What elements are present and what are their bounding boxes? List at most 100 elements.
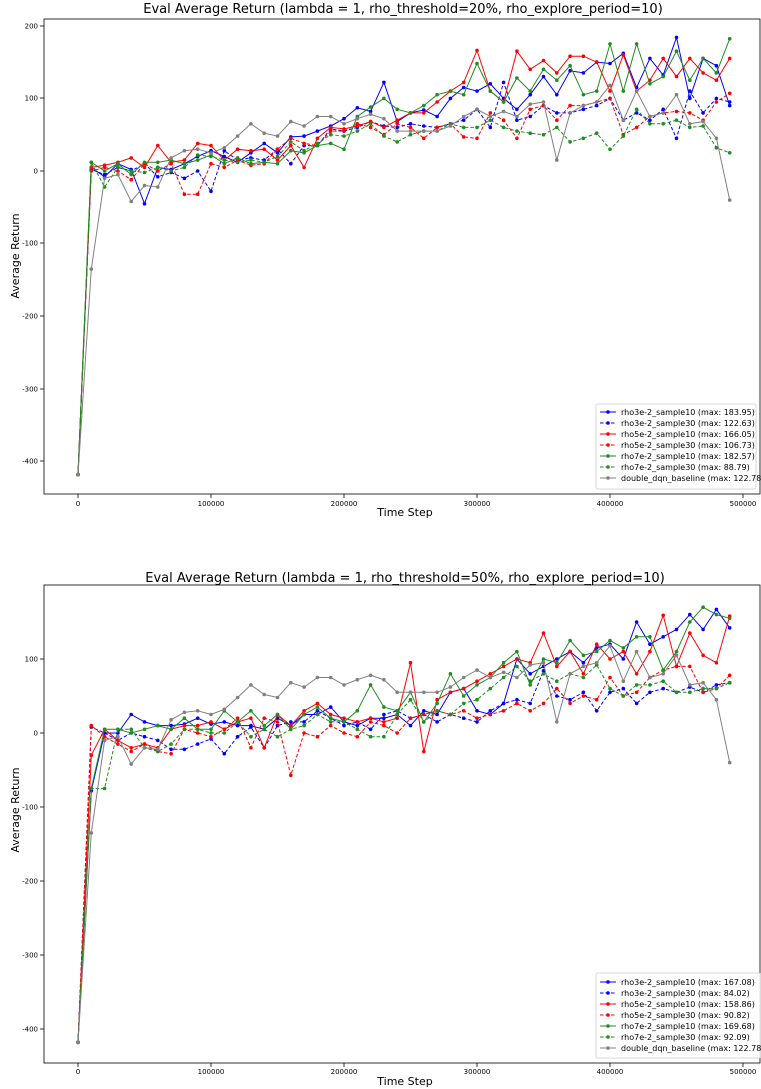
data-point xyxy=(195,709,200,713)
data-point xyxy=(581,660,586,665)
legend-marker-swatch xyxy=(606,1024,610,1028)
data-point xyxy=(661,56,665,61)
data-point xyxy=(701,605,705,609)
data-point xyxy=(395,709,400,713)
data-point xyxy=(475,716,479,720)
data-point xyxy=(701,119,705,124)
data-point xyxy=(382,677,386,682)
data-point xyxy=(368,109,373,114)
data-point xyxy=(382,723,386,728)
data-point xyxy=(302,712,306,717)
data-point xyxy=(555,720,559,724)
chart-1-x-tick-label: 300000 xyxy=(464,500,491,508)
chart-1-x-ticks: 0 100000 200000 300000 400000 500000 xyxy=(76,494,756,508)
data-point xyxy=(235,734,240,739)
data-point xyxy=(302,141,306,146)
data-point xyxy=(289,119,293,124)
chart-2-y-tick-label: 0 xyxy=(34,730,38,738)
data-point xyxy=(182,727,187,732)
data-point xyxy=(515,76,519,80)
data-point xyxy=(169,723,173,728)
data-point xyxy=(555,78,559,82)
data-point xyxy=(422,111,426,115)
data-point xyxy=(142,201,147,206)
data-point xyxy=(315,136,320,141)
data-point xyxy=(289,773,293,777)
data-point xyxy=(488,114,493,119)
data-point xyxy=(129,156,133,160)
data-point xyxy=(169,717,173,722)
data-point xyxy=(621,686,626,691)
data-point xyxy=(342,683,346,687)
data-point xyxy=(368,734,373,739)
data-point xyxy=(368,112,373,117)
data-point xyxy=(594,60,599,64)
data-point xyxy=(568,649,572,654)
data-point xyxy=(621,89,626,93)
data-point xyxy=(142,734,147,739)
data-point xyxy=(289,680,293,685)
data-point xyxy=(408,660,413,665)
data-point xyxy=(674,35,679,40)
data-point xyxy=(727,673,732,678)
data-point xyxy=(342,129,346,133)
data-point xyxy=(674,649,679,654)
data-point xyxy=(395,690,400,695)
data-point xyxy=(262,746,267,750)
data-point xyxy=(608,89,612,93)
data-point xyxy=(594,103,599,108)
data-point xyxy=(408,690,413,695)
data-point xyxy=(328,716,333,720)
data-point xyxy=(249,148,253,153)
data-point xyxy=(315,675,320,680)
data-point xyxy=(688,690,692,695)
data-point xyxy=(475,683,479,687)
data-point xyxy=(129,712,133,717)
data-point xyxy=(688,56,692,61)
data-point xyxy=(608,147,612,151)
chart-2-x-tick-label: 300000 xyxy=(464,1068,491,1076)
data-point xyxy=(249,158,253,162)
legend-label: rho3e-2_sample30 (max: 122.63) xyxy=(621,419,755,428)
data-point xyxy=(182,161,187,166)
data-point xyxy=(674,74,679,79)
data-point xyxy=(209,727,213,732)
chart-2-x-axis-title: Time Step xyxy=(376,1075,432,1088)
data-point xyxy=(422,108,426,112)
data-point xyxy=(116,161,120,166)
data-point xyxy=(594,89,599,93)
data-point xyxy=(235,156,240,160)
legend-marker-swatch xyxy=(606,432,610,436)
data-point xyxy=(275,712,280,717)
data-point xyxy=(156,143,160,148)
chart-2: Eval Average Return (lambda = 1, rho_thr… xyxy=(9,571,761,1088)
data-point xyxy=(608,690,612,695)
data-point xyxy=(302,731,306,735)
chart-2-x-tick-label: 0 xyxy=(76,1068,80,1076)
data-point xyxy=(355,106,360,110)
data-point xyxy=(515,701,519,706)
chart-2-y-tick-label: -400 xyxy=(22,1026,38,1034)
data-point xyxy=(395,129,400,133)
data-point xyxy=(714,683,719,687)
legend-marker-swatch xyxy=(606,980,610,984)
data-point xyxy=(714,63,719,68)
data-point xyxy=(701,627,705,632)
data-point xyxy=(648,114,652,119)
legend-label: rho5e-2_sample30 (max: 90.82) xyxy=(621,1011,750,1020)
legend-entry: rho3e-2_sample30 (max: 84.02) xyxy=(600,989,750,998)
data-point xyxy=(435,690,439,695)
data-point xyxy=(501,125,506,130)
data-point xyxy=(209,143,213,148)
data-point xyxy=(661,668,665,672)
data-point xyxy=(249,122,253,126)
data-point xyxy=(222,707,227,712)
data-point xyxy=(688,612,692,617)
legend-entry: rho5e-2_sample30 (max: 106.73) xyxy=(600,441,755,450)
series-line xyxy=(77,38,731,475)
data-point xyxy=(701,71,705,75)
data-point xyxy=(727,100,732,104)
data-point xyxy=(488,672,493,676)
data-point xyxy=(648,122,652,126)
data-point xyxy=(541,58,546,63)
